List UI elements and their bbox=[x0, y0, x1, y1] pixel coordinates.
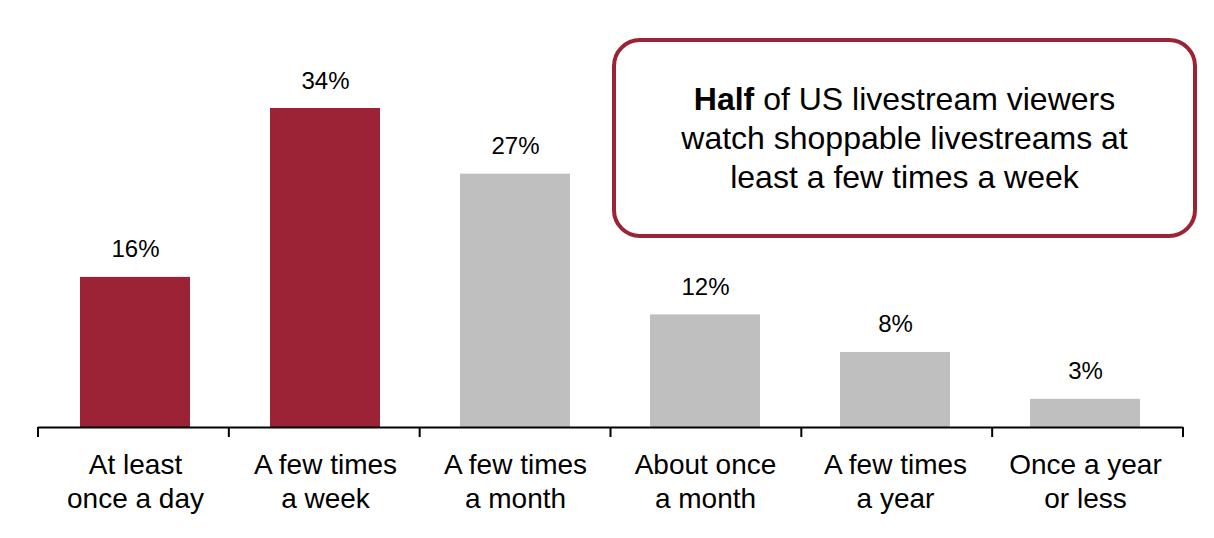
svg-text:34%: 34% bbox=[301, 67, 349, 94]
svg-text:3%: 3% bbox=[1068, 357, 1103, 384]
svg-text:A few timesa week: A few timesa week bbox=[254, 449, 397, 514]
svg-text:Once a yearor less: Once a yearor less bbox=[1009, 449, 1162, 514]
svg-text:At leastonce a day: At leastonce a day bbox=[67, 449, 204, 514]
html-text:Half of US livestream viewers: Half of US livestream viewers watch shop… bbox=[681, 80, 1128, 195]
svg-text:About oncea month: About oncea month bbox=[635, 449, 777, 514]
svg-text:12%: 12% bbox=[681, 273, 729, 300]
svg-text:A few timesa month: A few timesa month bbox=[444, 449, 587, 514]
svg-text:16%: 16% bbox=[111, 235, 159, 262]
svg-text:8%: 8% bbox=[878, 310, 913, 337]
svg-text:A few timesa year: A few timesa year bbox=[824, 449, 967, 514]
svg-text:27%: 27% bbox=[491, 132, 539, 159]
